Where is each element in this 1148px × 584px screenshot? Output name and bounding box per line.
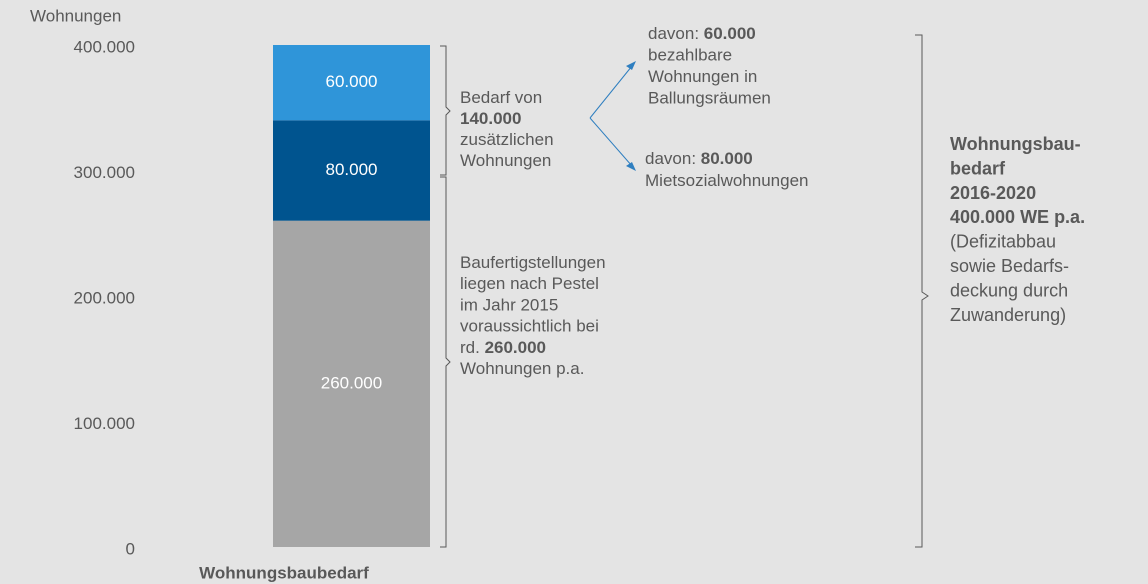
annotation: davon: 60.000 [648, 24, 756, 43]
annotation: rd. 260.000 [460, 338, 546, 357]
annotation: davon: 80.000 [645, 149, 753, 168]
x-tick-label: Wohnungsbaubedarf [199, 563, 369, 582]
annotation-run: liegen nach Pestel [460, 275, 599, 294]
annotation-run: Wohnungen in [648, 67, 757, 86]
annotation: Bedarf von [460, 88, 542, 107]
bracket [915, 34, 929, 548]
annotation-run: 260.000 [485, 338, 546, 357]
annotation-run: Wohnungsbau- [950, 134, 1081, 154]
bar-segment [273, 120, 430, 221]
value-label: 60.000 [326, 72, 378, 91]
annotation-run: 2016-2020 [950, 183, 1036, 203]
annotation-run: bedarf [950, 158, 1006, 178]
bar-segment [273, 45, 430, 121]
bracket [440, 45, 451, 176]
annotation-run: deckung durch [950, 280, 1068, 300]
annotation-run: bezahlbare [648, 46, 732, 65]
annotation: Baufertigstellungen [460, 253, 606, 272]
y-tick-label: 100.000 [74, 414, 135, 433]
annotation-run: Wohnungen p.a. [460, 359, 584, 378]
annotation: Wohnungen p.a. [460, 359, 584, 378]
annotation: zusätzlichen [460, 130, 554, 149]
annotation: Wohnungsbau- [950, 134, 1081, 154]
annotation: Wohnungen in [648, 67, 757, 86]
annotation-run: (Defizitabbau [950, 231, 1056, 251]
annotation-run: 80.000 [701, 149, 753, 168]
annotation: 400.000 WE p.a. [950, 207, 1085, 227]
annotation: Ballungsräumen [648, 89, 771, 108]
y-axis-label: Wohnungen [30, 6, 121, 25]
y-tick-label: 400.000 [74, 37, 135, 56]
annotation-run: Ballungsräumen [648, 89, 771, 108]
annotation: Wohnungen [460, 151, 551, 170]
annotation-run: im Jahr 2015 [460, 296, 558, 315]
value-label: 260.000 [321, 373, 382, 392]
annotation: deckung durch [950, 280, 1068, 300]
bar-segment [273, 220, 430, 547]
annotation: (Defizitabbau [950, 231, 1056, 251]
annotation: bedarf [950, 158, 1006, 178]
annotation: liegen nach Pestel [460, 275, 599, 294]
annotation-run: Zuwanderung) [950, 305, 1066, 325]
annotation-run: Wohnungen [460, 151, 551, 170]
annotation-run: Baufertigstellungen [460, 253, 606, 272]
annotation-run: sowie Bedarfs- [950, 256, 1069, 276]
annotation: im Jahr 2015 [460, 296, 558, 315]
annotation: 140.000 [460, 109, 521, 128]
annotation-run: Bedarf von [460, 88, 542, 107]
annotation: 2016-2020 [950, 183, 1036, 203]
annotation-run: 400.000 WE p.a. [950, 207, 1085, 227]
annotation: bezahlbare [648, 46, 732, 65]
y-tick-label: 0 [126, 539, 135, 558]
annotation-run: voraussichtlich bei [460, 317, 599, 336]
annotation-run: davon: [645, 149, 701, 168]
y-tick-label: 200.000 [74, 288, 135, 307]
annotation: Zuwanderung) [950, 305, 1066, 325]
y-tick-label: 300.000 [74, 163, 135, 182]
annotation: Mietsozialwohnungen [645, 171, 809, 190]
annotation: voraussichtlich bei [460, 317, 599, 336]
annotation-run: 60.000 [704, 24, 756, 43]
annotation-run: 140.000 [460, 109, 521, 128]
arrow [589, 65, 633, 167]
annotation-run: davon: [648, 24, 704, 43]
annotation-run: rd. [460, 338, 485, 357]
bracket [440, 176, 451, 548]
annotation-run: Mietsozialwohnungen [645, 171, 809, 190]
annotation-run: zusätzlichen [460, 130, 554, 149]
annotation: sowie Bedarfs- [950, 256, 1069, 276]
value-label: 80.000 [326, 160, 378, 179]
